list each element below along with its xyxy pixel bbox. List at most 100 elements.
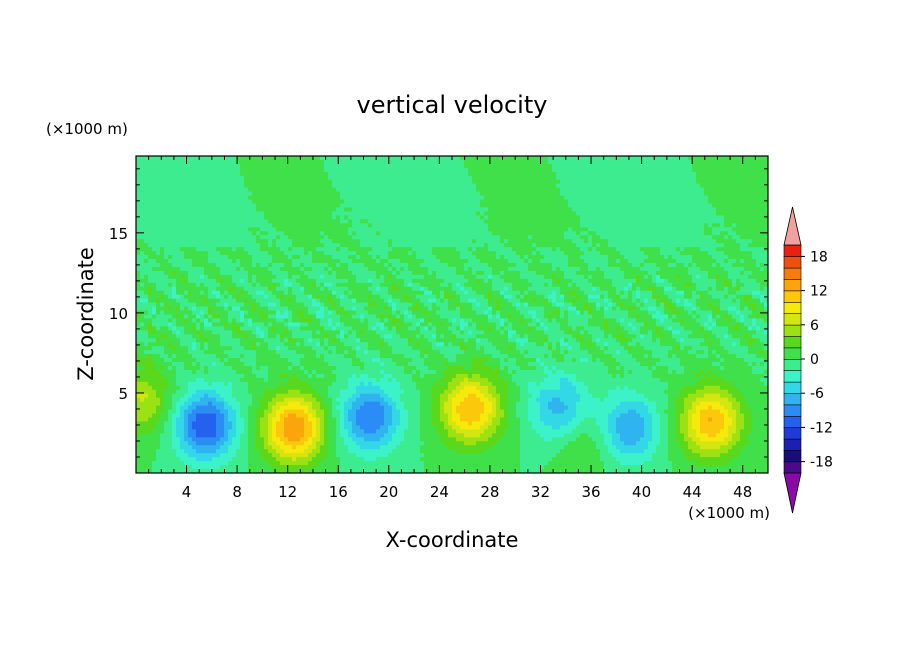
field-pixel	[536, 270, 541, 276]
field-pixel	[704, 183, 709, 189]
field-pixel	[428, 175, 433, 181]
field-pixel	[160, 175, 165, 181]
field-pixel	[576, 231, 581, 236]
field-pixel	[360, 259, 365, 264]
field-pixel	[536, 159, 541, 165]
field-pixel	[672, 211, 677, 217]
field-pixel	[484, 191, 489, 197]
field-pixel	[296, 179, 301, 185]
field-pixel	[420, 191, 425, 197]
field-pixel	[476, 231, 481, 236]
field-pixel	[220, 266, 225, 272]
field-pixel	[668, 175, 673, 181]
field-pixel	[416, 159, 421, 165]
field-pixel	[392, 215, 397, 220]
field-pixel	[332, 247, 337, 252]
field-pixel	[324, 187, 329, 193]
field-pixel	[360, 215, 365, 220]
field-pixel	[204, 195, 209, 201]
field-pixel	[320, 203, 325, 209]
field-pixel	[592, 156, 597, 161]
field-pixel	[212, 215, 217, 220]
field-pixel	[216, 203, 221, 209]
field-pixel	[220, 259, 225, 264]
field-pixel	[476, 191, 481, 197]
field-pixel	[324, 259, 329, 264]
field-pixel	[368, 223, 373, 228]
field-pixel	[380, 274, 385, 280]
field-pixel	[240, 199, 245, 205]
field-pixel	[260, 274, 265, 280]
field-pixel	[364, 163, 369, 169]
field-pixel	[496, 215, 501, 220]
field-pixel	[636, 156, 641, 161]
field-pixel	[356, 171, 361, 177]
field-pixel	[476, 219, 481, 224]
field-pixel	[344, 195, 349, 201]
field-pixel	[632, 199, 637, 205]
field-pixel	[728, 247, 733, 252]
field-pixel	[356, 247, 361, 252]
field-pixel	[256, 207, 261, 213]
field-pixel	[412, 215, 417, 220]
field-pixel	[332, 211, 337, 217]
field-pixel	[716, 227, 721, 232]
field-pixel	[580, 262, 585, 268]
field-pixel	[372, 235, 377, 240]
field-pixel	[180, 259, 185, 264]
field-pixel	[732, 262, 737, 268]
field-pixel	[452, 259, 457, 264]
field-pixel	[656, 235, 661, 240]
field-pixel	[200, 211, 205, 217]
field-pixel	[604, 203, 609, 209]
field-pixel	[316, 223, 321, 228]
field-pixel	[652, 167, 657, 173]
field-pixel	[268, 227, 273, 232]
field-pixel	[236, 175, 241, 181]
field-pixel	[176, 167, 181, 173]
field-pixel	[240, 262, 245, 268]
field-pixel	[308, 243, 313, 248]
field-pixel	[240, 183, 245, 189]
field-pixel	[656, 215, 661, 220]
field-pixel	[468, 266, 473, 272]
field-pixel	[160, 247, 165, 252]
field-pixel	[764, 227, 768, 232]
field-pixel	[172, 195, 177, 201]
field-pixel	[404, 255, 409, 260]
field-pixel	[604, 219, 609, 224]
field-pixel	[368, 219, 373, 224]
field-pixel	[396, 251, 401, 256]
field-pixel	[724, 255, 729, 260]
field-pixel	[136, 239, 141, 244]
field-pixel	[672, 255, 677, 260]
field-pixel	[628, 203, 633, 209]
field-pixel	[304, 239, 309, 244]
field-pixel	[636, 191, 641, 197]
field-pixel	[640, 243, 645, 248]
field-pixel	[196, 259, 201, 264]
field-pixel	[432, 274, 437, 280]
field-pixel	[164, 175, 169, 181]
field-pixel	[460, 179, 465, 185]
field-pixel	[248, 187, 253, 193]
field-pixel	[596, 223, 601, 228]
field-pixel	[600, 239, 605, 244]
field-pixel	[744, 255, 749, 260]
field-pixel	[716, 199, 721, 205]
field-pixel	[292, 247, 297, 252]
field-pixel	[352, 266, 357, 272]
field-pixel	[212, 179, 217, 185]
field-pixel	[300, 211, 305, 217]
field-pixel	[220, 270, 225, 276]
field-pixel	[224, 255, 229, 260]
field-pixel	[440, 195, 445, 201]
field-pixel	[348, 270, 353, 276]
field-pixel	[488, 239, 493, 244]
field-pixel	[332, 239, 337, 244]
field-pixel	[412, 274, 417, 280]
field-pixel	[764, 231, 768, 236]
field-pixel	[180, 179, 185, 185]
field-pixel	[332, 227, 337, 232]
field-pixel	[620, 259, 625, 264]
